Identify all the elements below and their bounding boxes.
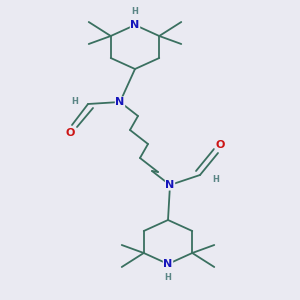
Text: H: H <box>212 176 219 184</box>
Text: N: N <box>165 180 175 190</box>
Text: N: N <box>116 97 124 107</box>
Text: H: H <box>165 272 171 281</box>
Text: O: O <box>215 140 225 150</box>
Text: N: N <box>130 20 140 30</box>
Text: O: O <box>65 128 75 138</box>
Text: N: N <box>164 259 172 269</box>
Text: H: H <box>132 8 138 16</box>
Text: H: H <box>71 98 78 106</box>
